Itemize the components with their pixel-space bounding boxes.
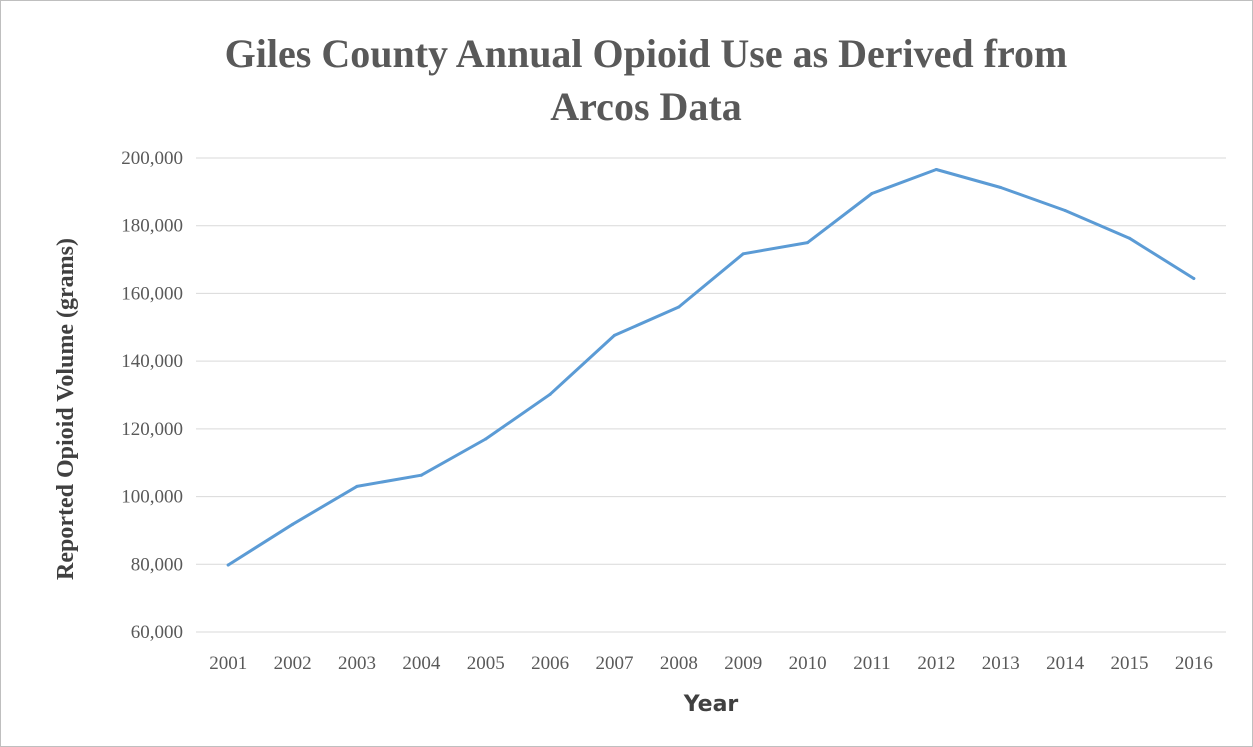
- x-axis-label: Year: [683, 692, 739, 717]
- data-point: [419, 473, 423, 477]
- x-tick-label: 2016: [1175, 653, 1213, 674]
- data-point: [612, 333, 616, 337]
- y-tick-label: 100,000: [121, 487, 183, 508]
- x-axis-ticks: 2001 2002 2003 2004 2005 2006 2007 2008 2009 2010…: [209, 653, 1213, 674]
- data-point: [870, 192, 874, 196]
- data-point: [1063, 208, 1067, 212]
- x-tick-label: 2011: [853, 653, 890, 674]
- x-tick-label: 2014: [1046, 653, 1085, 674]
- data-point: [806, 241, 810, 245]
- data-point: [1192, 277, 1196, 281]
- y-axis-ticks: 60,000 80,000 100,000 120,000 140,000 160,000…: [121, 148, 183, 643]
- y-tick-label: 200,000: [121, 148, 183, 169]
- x-tick-label: 2006: [531, 653, 569, 674]
- data-point: [484, 437, 488, 441]
- y-tick-label: 180,000: [121, 216, 183, 237]
- x-tick-label: 2005: [467, 653, 505, 674]
- data-point: [741, 252, 745, 256]
- x-tick-label: 2002: [274, 653, 312, 674]
- x-tick-label: 2003: [338, 653, 376, 674]
- x-tick-label: 2007: [595, 653, 633, 674]
- y-tick-label: 160,000: [121, 283, 183, 304]
- x-tick-label: 2009: [724, 653, 762, 674]
- series-layer: [226, 168, 1196, 567]
- y-tick-label: 120,000: [121, 419, 183, 440]
- data-point: [355, 484, 359, 488]
- data-point: [677, 305, 681, 309]
- x-tick-label: 2013: [982, 653, 1020, 674]
- series-line: [226, 168, 1196, 567]
- data-point: [226, 563, 230, 567]
- x-tick-label: 2004: [402, 653, 441, 674]
- chart-title-line-1: Giles County Annual Opioid Use as Derive…: [225, 31, 1068, 76]
- data-point: [999, 185, 1003, 189]
- x-tick-label: 2008: [660, 653, 698, 674]
- gridlines: [196, 157, 1226, 633]
- y-tick-label: 60,000: [131, 622, 183, 643]
- x-tick-label: 2012: [917, 653, 955, 674]
- data-point: [291, 522, 295, 526]
- x-tick-label: 2015: [1110, 653, 1148, 674]
- y-tick-label: 80,000: [131, 554, 183, 575]
- chart-title-line-2: Arcos Data: [550, 84, 741, 129]
- data-point: [1127, 236, 1131, 240]
- y-tick-label: 140,000: [121, 351, 183, 372]
- data-point: [548, 392, 552, 396]
- x-tick-label: 2001: [209, 653, 247, 674]
- data-point: [934, 168, 938, 172]
- x-tick-label: 2010: [789, 653, 827, 674]
- y-axis-label: Reported Opioid Volume (grams): [53, 238, 79, 580]
